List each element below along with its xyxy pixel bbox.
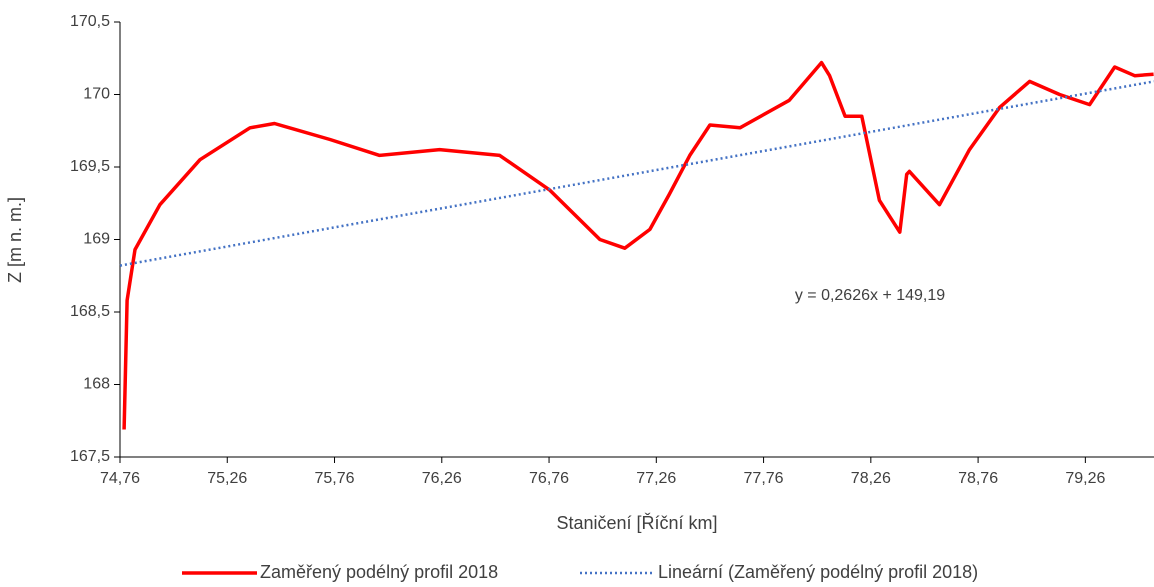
x-tick-label: 78,26 xyxy=(851,470,891,487)
y-tick-label: 169 xyxy=(83,231,110,248)
y-tick-label: 168 xyxy=(83,376,110,393)
x-tick-label: 76,76 xyxy=(529,470,569,487)
legend-label: Lineární (Zaměřený podélný profil 2018) xyxy=(658,562,978,582)
y-tick-label: 170 xyxy=(83,86,110,103)
series-line xyxy=(122,60,1154,430)
trend-equation: y = 0,2626x + 149,19 xyxy=(795,287,945,304)
x-tick-label: 74,76 xyxy=(100,470,140,487)
x-tick-label: 75,26 xyxy=(207,470,247,487)
y-tick-label: 167,5 xyxy=(70,448,110,465)
y-tick-label: 170,5 xyxy=(70,13,110,30)
series-line xyxy=(119,80,1154,267)
x-axis-label: Staničení [Říční km] xyxy=(556,513,717,533)
y-tick-label: 168,5 xyxy=(70,303,110,320)
x-tick-label: 77,76 xyxy=(744,470,784,487)
x-tick-label: 78,76 xyxy=(958,470,998,487)
y-tick-label: 169,5 xyxy=(70,158,110,175)
x-tick-label: 76,26 xyxy=(422,470,462,487)
legend-label: Zaměřený podélný profil 2018 xyxy=(260,562,498,582)
x-tick-label: 77,26 xyxy=(636,470,676,487)
x-tick-label: 75,76 xyxy=(314,470,354,487)
y-axis-label: Z [m n. m.] xyxy=(5,197,25,283)
x-tick-label: 79,26 xyxy=(1065,470,1105,487)
